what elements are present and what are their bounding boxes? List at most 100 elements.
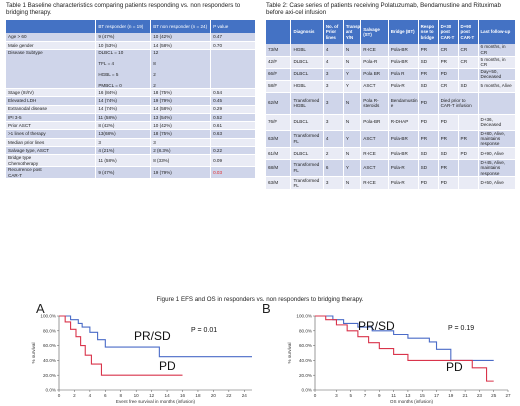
case-cell-tx: N <box>343 92 362 115</box>
case-cell-last: D+45, Alive, maintains response <box>478 159 516 177</box>
case-cell-d30: PD <box>438 68 459 81</box>
table-row: 61/M DLBCL 2 N R-ICE Pola-BR SD SD PD D+90, Alive <box>266 147 516 160</box>
panel-a-label: A <box>36 301 45 316</box>
baseline-cell-nonresp: 14 (58%) <box>150 41 212 51</box>
x-tick-label: 14 <box>165 393 171 398</box>
baseline-cell-p <box>210 49 256 89</box>
y-tick-label: 40.0% <box>43 358 56 363</box>
case-cell-last: D+50, Alive <box>478 176 516 190</box>
y-tick-label: 60.0% <box>43 343 56 348</box>
baseline-cell-label: Median prior lines <box>6 138 97 148</box>
case-cell-dx: Transformed FL <box>290 159 324 177</box>
baseline-cell-p <box>210 138 256 148</box>
table-row: 73/M HGBL 4 N R-ICE Pola-BR PR CR CR 6 months, in… <box>266 44 516 57</box>
baseline-cell-resp: DLBCL = 10 TFL = 4 HGBL = 5 PMBCL = 0 <box>95 49 152 89</box>
x-tick-label: 0 <box>58 393 61 398</box>
case-cell-pt: 66/F <box>266 68 292 81</box>
case-cell-bt: Bendamustin e <box>388 92 419 115</box>
case-header-cell: Transpl ant Y/N <box>343 20 362 44</box>
y-tick-label: 20.0% <box>299 373 312 378</box>
x-tick-label: 19 <box>448 393 454 398</box>
case-cell-d30: Died prior to CAR-T infusion <box>438 92 479 115</box>
baseline-cell-p: 0.09 <box>210 154 256 168</box>
baseline-cell-nonresp: 18 (75%) <box>150 88 212 98</box>
case-cell-pt: 62/M <box>266 92 292 115</box>
x-tick-label: 3 <box>335 393 338 398</box>
table1-caption: Table 1 Baseline characteristics compari… <box>6 2 241 17</box>
case-cell-d90 <box>458 176 479 190</box>
series-line-pd <box>315 315 494 382</box>
x-tick-label: 17 <box>434 393 440 398</box>
case-cell-dx: DLBCL <box>290 68 324 81</box>
case-cell-lines: 3 <box>323 68 344 81</box>
table-row: Prior ASCT 8 (42%) 10 (42%) 0.61 <box>6 121 256 131</box>
case-cell-dx: DLBCL <box>290 114 324 131</box>
case-cell-d90: PR <box>458 130 479 148</box>
table-row: 58/F HGBL 3 Y ASCT Pola-R SD CR SD 5 months, Aliv… <box>266 80 516 93</box>
case-header-cell: Salvage (ST) <box>360 20 389 44</box>
case-header-cell <box>266 20 292 44</box>
baseline-cell-label: Elevated LDH <box>6 96 97 106</box>
case-header-cell: Bridge (BT) <box>388 20 419 44</box>
case-cell-lines: 4 <box>323 130 344 148</box>
y-axis-label: % survival <box>287 343 292 364</box>
case-cell-pt: 61/M <box>266 147 292 160</box>
baseline-cell-label: >1 lines of therapy <box>6 129 97 139</box>
case-cell-bt: Pola R <box>388 68 419 81</box>
case-header-cell: Last follow-up <box>478 20 516 44</box>
case-cell-d30: CR <box>438 80 459 93</box>
case-cell-resp: PD <box>418 114 439 131</box>
baseline-cell-nonresp: 13 (54%) <box>150 113 212 123</box>
case-cell-resp: SD <box>418 56 439 69</box>
y-tick-label: 20.0% <box>43 373 56 378</box>
baseline-cell-label: Bridge type Chemotherapy <box>6 154 97 168</box>
case-cell-bt: Pola-BR <box>388 130 419 148</box>
case-header-cell: D+90 post CAR-T <box>458 20 479 44</box>
case-cell-bt: Pola-BR <box>388 44 419 57</box>
baseline-cell-p: 0.70 <box>210 41 256 51</box>
case-cell-dx: HGBL <box>290 80 324 93</box>
baseline-cell-p: 0.52 <box>210 113 256 123</box>
case-cell-lines: 4 <box>323 56 344 69</box>
table-row: 63/M Transformed FL 4 Y ASCT Pola-BR PR PR PR D+8… <box>266 130 516 148</box>
case-cell-last: 6 months, in CR <box>478 44 516 57</box>
case-cell-d90 <box>458 159 479 177</box>
y-tick-label: 80.0% <box>43 328 56 333</box>
baseline-cell-p: 0.61 <box>210 121 256 131</box>
case-header-cell: Diagnosis <box>290 20 324 44</box>
case-cell-resp: PD <box>418 176 439 190</box>
x-tick-label: 11 <box>391 393 396 398</box>
baseline-cell-label: Salvage type, ASCT <box>6 146 97 156</box>
table-row: 66/F DLBCL 3 Y Pola BR Pola R PR PD Day+50, Dece… <box>266 68 516 81</box>
table-row: Salvage type, ASCT 4 (21%) 2 (8.3%) 0.22 <box>6 146 256 156</box>
baseline-cell-resp: 3 <box>95 138 152 148</box>
table-row: Male gender 10 (53%) 14 (58%) 0.70 <box>6 41 256 51</box>
case-cell-lines: 3 <box>323 114 344 131</box>
case-series-table-header: Diagnosis No. of Prior lines Transpl ant Y… <box>266 20 516 44</box>
table-row: 76/F DLBCL 3 N Pola-BR R-DHAP PD PD D+36, Deceas… <box>266 114 516 131</box>
case-cell-bt: R-DHAP <box>388 114 419 131</box>
case-cell-tx: N <box>343 176 362 190</box>
series-label-pd: PD <box>446 360 463 374</box>
x-tick-label: 6 <box>104 393 107 398</box>
case-cell-last: 5 months, in CR <box>478 56 516 69</box>
series-line-prsd <box>315 315 494 361</box>
baseline-cell-label: Recurrence post CAR-T <box>6 166 97 180</box>
p-value-annotation: P = 0.01 <box>191 327 217 334</box>
case-cell-d30: PD <box>438 176 459 190</box>
case-cell-d30: PD <box>438 114 459 131</box>
baseline-cell-nonresp: 10 (42%) <box>150 121 212 131</box>
case-cell-pt: 76/F <box>266 114 292 131</box>
case-header-cell: Respo nse to bridge <box>418 20 439 44</box>
case-cell-st: Pola R-steroids <box>360 92 389 115</box>
case-cell-resp: PR <box>418 130 439 148</box>
case-cell-lines: 3 <box>323 92 344 115</box>
x-tick-label: 4 <box>89 393 92 398</box>
case-cell-d30: SD <box>438 147 459 160</box>
baseline-cell-resp: 11 (58%) <box>95 113 152 123</box>
baseline-cell-nonresp: 10 (42%) <box>150 33 212 42</box>
baseline-cell-label: Disease Subtype <box>6 49 97 89</box>
baseline-cell-p: 0.54 <box>210 88 256 98</box>
case-cell-d30: PR <box>438 56 459 69</box>
case-header-cell: No. of Prior lines <box>323 20 344 44</box>
